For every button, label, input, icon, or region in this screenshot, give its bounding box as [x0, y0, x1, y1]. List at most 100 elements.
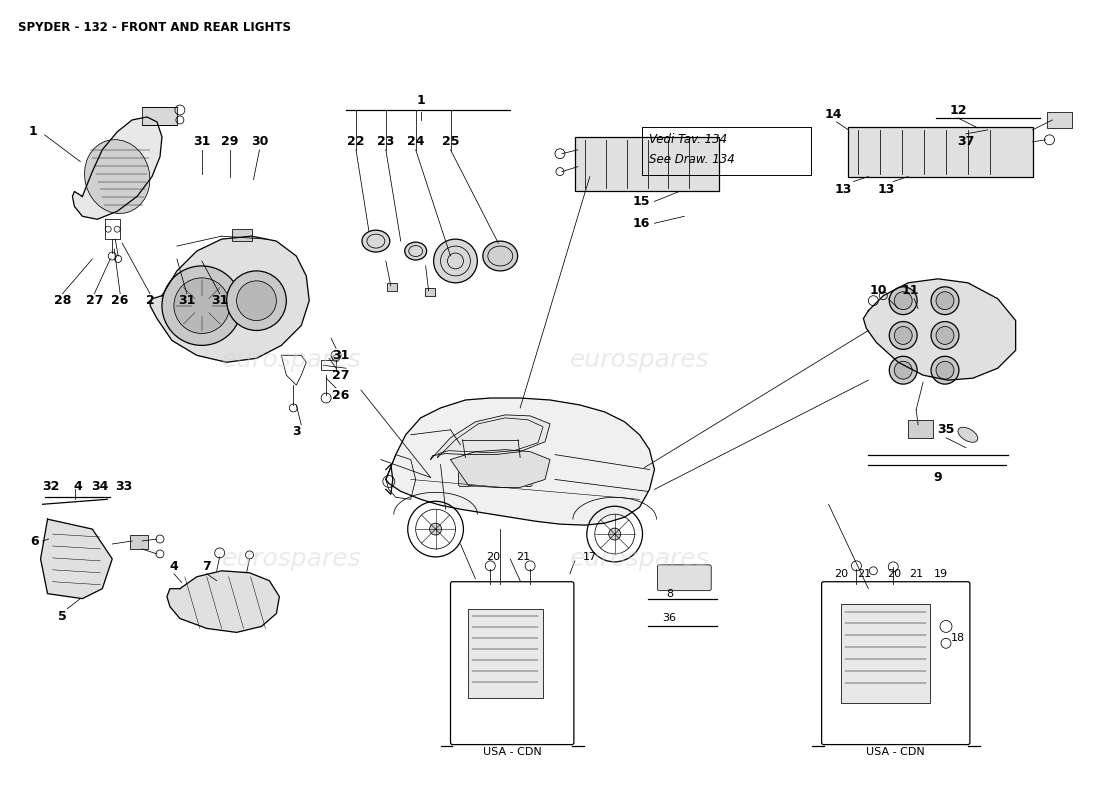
Circle shape: [931, 322, 959, 350]
Circle shape: [889, 322, 917, 350]
Text: 31: 31: [178, 294, 196, 307]
Polygon shape: [150, 236, 309, 362]
Text: 37: 37: [957, 135, 975, 148]
Bar: [575, 137, 719, 191]
Text: 31: 31: [194, 135, 210, 148]
Ellipse shape: [483, 241, 518, 271]
Bar: [232, 229, 252, 241]
Text: 21: 21: [516, 552, 530, 562]
Text: 33: 33: [116, 480, 133, 493]
Bar: [840, 603, 931, 703]
Polygon shape: [41, 519, 112, 598]
Ellipse shape: [507, 453, 524, 462]
Text: 9: 9: [934, 471, 943, 484]
Circle shape: [227, 271, 286, 330]
Bar: [321, 360, 337, 370]
Text: 8: 8: [666, 589, 673, 598]
Ellipse shape: [468, 453, 483, 462]
Circle shape: [889, 286, 917, 314]
Text: 29: 29: [221, 135, 239, 148]
Text: 19: 19: [934, 569, 948, 578]
Text: 6: 6: [31, 534, 38, 547]
Bar: [469, 609, 543, 698]
Polygon shape: [451, 450, 550, 487]
Bar: [909, 420, 933, 438]
Text: 10: 10: [870, 284, 887, 298]
Text: 32: 32: [42, 480, 59, 493]
Text: 36: 36: [662, 614, 676, 623]
Ellipse shape: [85, 140, 150, 214]
FancyBboxPatch shape: [459, 458, 493, 486]
Text: 23: 23: [377, 135, 395, 148]
Text: 4: 4: [73, 480, 81, 493]
Circle shape: [931, 286, 959, 314]
Circle shape: [889, 356, 917, 384]
Text: SPYDER - 132 - FRONT AND REAR LIGHTS: SPYDER - 132 - FRONT AND REAR LIGHTS: [18, 21, 290, 34]
Bar: [142, 107, 177, 125]
Text: 13: 13: [878, 183, 895, 196]
FancyBboxPatch shape: [498, 458, 532, 486]
Text: eurospares: eurospares: [221, 348, 361, 372]
Circle shape: [894, 292, 912, 310]
Text: 28: 28: [54, 294, 72, 307]
FancyBboxPatch shape: [658, 565, 712, 590]
Text: 1: 1: [29, 126, 37, 138]
Text: 26: 26: [111, 294, 129, 307]
Text: eurospares: eurospares: [570, 348, 710, 372]
Polygon shape: [864, 279, 1015, 380]
Text: 34: 34: [91, 480, 109, 493]
Text: 31: 31: [332, 349, 350, 362]
Circle shape: [894, 362, 912, 379]
Text: eurospares: eurospares: [570, 547, 710, 571]
Polygon shape: [430, 415, 550, 459]
Circle shape: [931, 356, 959, 384]
Text: 4: 4: [169, 560, 178, 574]
Polygon shape: [167, 571, 279, 632]
Text: 27: 27: [86, 294, 103, 307]
Circle shape: [236, 281, 276, 321]
Text: 12: 12: [949, 103, 967, 117]
Text: 16: 16: [632, 217, 650, 230]
Text: 14: 14: [825, 107, 843, 121]
Circle shape: [936, 326, 954, 344]
Circle shape: [936, 292, 954, 310]
Text: 24: 24: [407, 135, 425, 148]
Ellipse shape: [362, 230, 389, 252]
Circle shape: [894, 326, 912, 344]
Text: See Draw. 134: See Draw. 134: [649, 153, 735, 166]
Text: Vedi Tav. 134: Vedi Tav. 134: [649, 134, 727, 146]
Circle shape: [608, 528, 620, 540]
Circle shape: [162, 266, 242, 346]
Circle shape: [430, 523, 441, 535]
Text: 17: 17: [583, 552, 597, 562]
Circle shape: [174, 278, 230, 334]
Text: 2: 2: [145, 294, 154, 307]
Text: 22: 22: [348, 135, 365, 148]
Text: USA - CDN: USA - CDN: [866, 746, 925, 757]
Text: 20: 20: [486, 552, 500, 562]
Bar: [425, 288, 435, 296]
Bar: [130, 535, 148, 549]
Text: 35: 35: [937, 423, 955, 436]
Text: eurospares: eurospares: [221, 547, 361, 571]
Polygon shape: [73, 117, 162, 219]
Ellipse shape: [958, 427, 978, 442]
Bar: [641, 127, 811, 174]
Text: 21: 21: [909, 569, 923, 578]
Bar: [848, 127, 1033, 177]
Text: 27: 27: [332, 369, 350, 382]
Text: 20: 20: [835, 569, 848, 578]
Text: 13: 13: [835, 183, 852, 196]
Text: 3: 3: [292, 426, 300, 438]
Text: 31: 31: [211, 294, 229, 307]
Text: 21: 21: [857, 569, 871, 578]
Text: 1: 1: [416, 94, 425, 106]
Ellipse shape: [405, 242, 427, 260]
Bar: [1047, 112, 1072, 128]
Text: 26: 26: [332, 389, 350, 402]
Text: 30: 30: [251, 135, 268, 148]
Text: 5: 5: [58, 610, 67, 623]
Text: USA - CDN: USA - CDN: [483, 746, 541, 757]
Text: 15: 15: [632, 195, 650, 208]
Polygon shape: [386, 398, 654, 525]
